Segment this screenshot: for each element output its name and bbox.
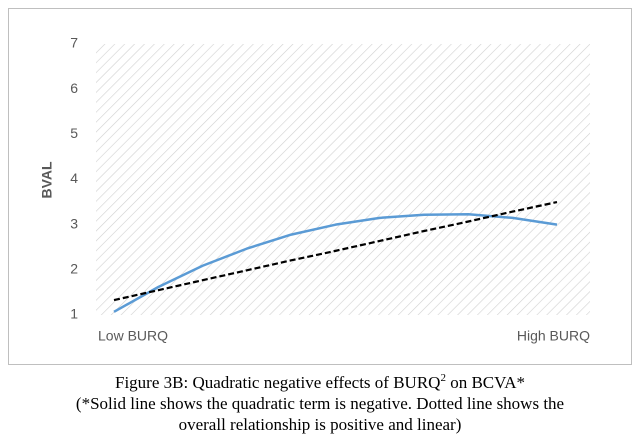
- y-tick-label: 3: [70, 215, 78, 231]
- caption-superscript: 2: [440, 372, 446, 384]
- series-line: [113, 213, 558, 313]
- caption-note: (*Solid line shows the quadratic term is…: [76, 394, 564, 413]
- caption-text: Figure 3B: Quadratic negative effects of…: [115, 373, 440, 392]
- x-tick-label: High BURQ: [517, 328, 590, 344]
- caption-text: on BCVA*: [446, 373, 525, 392]
- x-tick-label: Low BURQ: [98, 328, 168, 344]
- caption-note: overall relationship is positive and lin…: [179, 415, 462, 434]
- series-line: [113, 201, 558, 302]
- y-tick-label: 2: [70, 261, 78, 277]
- plot-area: [96, 44, 590, 315]
- caption-title: Figure 3B: Quadratic negative effects of…: [115, 372, 525, 392]
- y-tick-label: 1: [70, 306, 78, 322]
- y-tick-label: 7: [70, 35, 78, 51]
- y-tick-label: 5: [70, 125, 78, 141]
- y-tick-label: 6: [70, 80, 78, 96]
- y-tick-label: 4: [70, 170, 78, 186]
- y-axis-label: BVAL: [39, 161, 55, 199]
